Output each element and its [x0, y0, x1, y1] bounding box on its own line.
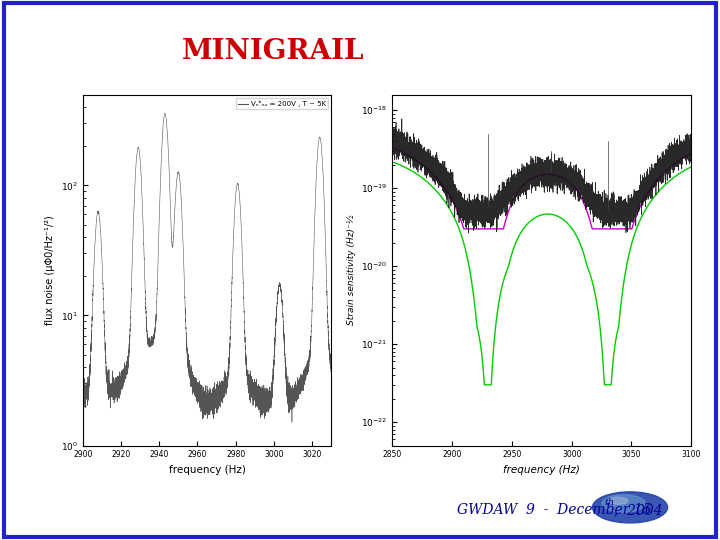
- Text: MINIGRAIL: MINIGRAIL: [182, 38, 365, 65]
- Legend: Vₙᵇᵢᵣᵤ = 200V , T ~ 5K: Vₙᵇᵢᵣᵤ = 200V , T ~ 5K: [236, 98, 328, 109]
- Ellipse shape: [608, 497, 628, 504]
- Text: ,  2004: , 2004: [614, 503, 663, 517]
- Ellipse shape: [593, 492, 667, 523]
- Text: th: th: [605, 498, 615, 507]
- Text: GWDAW  9  -  December 15: GWDAW 9 - December 15: [457, 503, 652, 517]
- Y-axis label: flux noise (μΦ0/Hz⁻¹/²): flux noise (μΦ0/Hz⁻¹/²): [45, 215, 55, 325]
- X-axis label: frequency (Hz): frequency (Hz): [168, 465, 246, 475]
- Ellipse shape: [602, 495, 645, 512]
- X-axis label: frequency (Hz): frequency (Hz): [503, 465, 580, 475]
- Y-axis label: Strain sensitivity (Hz)⁻½: Strain sensitivity (Hz)⁻½: [346, 215, 356, 325]
